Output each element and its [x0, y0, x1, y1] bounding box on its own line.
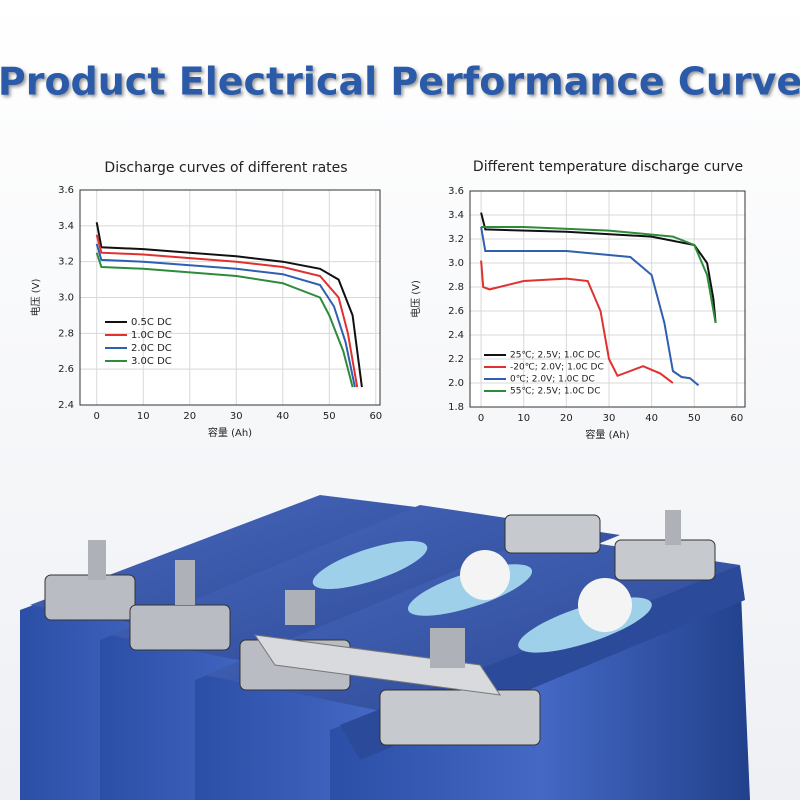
legend-label: 25℃; 2.5V; 1.0C DC: [510, 351, 601, 361]
series-line: [480, 226, 700, 387]
busbar: [253, 634, 502, 696]
x-axis-label: 容量 (Ah): [585, 428, 629, 441]
chart: Discharge curves of different rates 2.4 2.…: [29, 160, 382, 439]
y-tick-label: 3.4: [448, 210, 464, 221]
y-axis-label: 电压 (V): [29, 278, 42, 316]
bolt: [88, 540, 106, 580]
terminal: [379, 689, 541, 746]
y-tick-label: 3.0: [58, 293, 74, 304]
x-tick-label: 10: [517, 413, 530, 424]
y-tick-label: 3.6: [448, 186, 464, 197]
y-tick-label: 1.8: [448, 402, 464, 413]
legend-label: 0℃; 2.0V; 1.0C DC: [510, 375, 595, 385]
x-tick-label: 10: [137, 411, 150, 422]
x-tick-label: 30: [603, 413, 616, 424]
battery-top: [110, 505, 620, 670]
chart-title: Discharge curves of different rates: [104, 160, 347, 176]
terminal: [504, 514, 601, 554]
x-tick-label: 40: [645, 413, 658, 424]
legend-label: 0.5C DC: [131, 317, 172, 328]
bolt: [430, 628, 465, 668]
series-line: [95, 234, 359, 388]
y-axis-label: 电压 (V): [409, 280, 422, 318]
x-tick-label: 60: [369, 411, 382, 422]
x-tick-label: 60: [731, 413, 744, 424]
legend-label: 55℃; 2.5V; 1.0C DC: [510, 387, 601, 397]
y-tick-label: 2.4: [448, 330, 464, 341]
page-title: Product Electrical Performance Curve: [0, 60, 800, 104]
x-tick-label: 0: [94, 411, 100, 422]
y-tick-label: 2.8: [58, 328, 74, 339]
x-tick-label: 30: [230, 411, 243, 422]
terminal: [44, 574, 136, 621]
legend-label: 1.0C DC: [131, 330, 172, 341]
chart-title: Different temperature discharge curve: [473, 159, 743, 175]
y-tick-label: 2.8: [448, 282, 464, 293]
series-line: [480, 260, 674, 384]
legend-label: -20℃; 2.0V; 1.0C DC: [510, 363, 604, 373]
y-tick-label: 3.6: [58, 185, 74, 196]
y-tick-label: 3.2: [58, 257, 74, 268]
x-axis-label: 容量 (Ah): [208, 426, 252, 439]
series-line: [481, 226, 717, 324]
series-line: [95, 222, 363, 388]
terminal: [614, 539, 716, 581]
series-line: [480, 212, 717, 324]
x-tick-label: 40: [276, 411, 289, 422]
y-tick-label: 2.6: [448, 306, 464, 317]
chart: Different temperature discharge curve 1.8…: [409, 159, 746, 441]
series-line: [95, 243, 356, 388]
plot-frame: [79, 189, 381, 406]
y-tick-label: 2.2: [448, 354, 464, 365]
x-tick-label: 50: [688, 413, 701, 424]
x-tick-label: 50: [323, 411, 336, 422]
y-tick-label: 2.4: [58, 400, 74, 411]
y-tick-label: 2.0: [448, 378, 464, 389]
x-tick-label: 0: [478, 413, 484, 424]
terminal: [129, 604, 231, 651]
bolt: [175, 560, 195, 605]
legend-label: 2.0C DC: [131, 343, 172, 354]
y-tick-label: 2.6: [58, 364, 74, 375]
x-tick-label: 20: [560, 413, 573, 424]
label-sticker: [578, 578, 632, 632]
label-sticker: [460, 550, 510, 600]
y-tick-label: 3.4: [58, 221, 74, 232]
label-window: [312, 541, 428, 589]
y-tick-label: 3.2: [448, 234, 464, 245]
battery-photo: [20, 495, 750, 800]
y-tick-label: 3.0: [448, 258, 464, 269]
bolt: [285, 590, 315, 625]
bolt: [665, 510, 681, 545]
legend-label: 3.0C DC: [131, 356, 172, 367]
x-tick-label: 20: [183, 411, 196, 422]
plot-frame: [469, 190, 746, 408]
series-line: [95, 252, 354, 388]
